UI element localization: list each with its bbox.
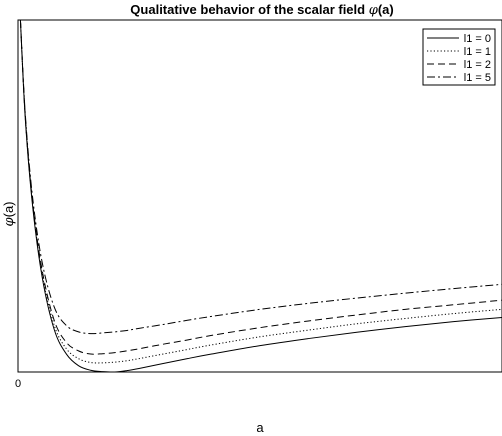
legend-label-0: l1 = 0 xyxy=(464,33,491,45)
series-layer xyxy=(19,19,502,373)
chart-title: Qualitative behavior of the scalar field… xyxy=(130,2,393,18)
y-axis-label: φ(a) xyxy=(1,202,17,227)
chart-title-suffix: (a) xyxy=(378,2,394,17)
legend: l1 = 0l1 = 1l1 = 2l1 = 5 xyxy=(422,28,496,86)
legend-label-2: l1 = 2 xyxy=(464,59,491,71)
plot-area xyxy=(17,19,502,373)
x-axis-label: a xyxy=(256,420,264,435)
legend-label-3: l1 = 5 xyxy=(464,72,491,84)
x-tick-label: 0 xyxy=(15,378,21,390)
y-axis-label-suffix: (a) xyxy=(1,202,16,218)
chart-title-prefix: Qualitative behavior of the scalar field xyxy=(130,2,368,17)
series-line-3 xyxy=(19,19,502,335)
chart-title-phi-symbol: φ xyxy=(369,3,379,18)
y-axis-label-phi-symbol: φ xyxy=(2,217,17,227)
series-line-1 xyxy=(19,19,502,364)
series-line-0 xyxy=(19,19,502,373)
legend-label-1: l1 = 1 xyxy=(464,46,491,58)
legend-items: l1 = 0l1 = 1l1 = 2l1 = 5 xyxy=(427,33,491,84)
series-line-2 xyxy=(19,19,502,355)
